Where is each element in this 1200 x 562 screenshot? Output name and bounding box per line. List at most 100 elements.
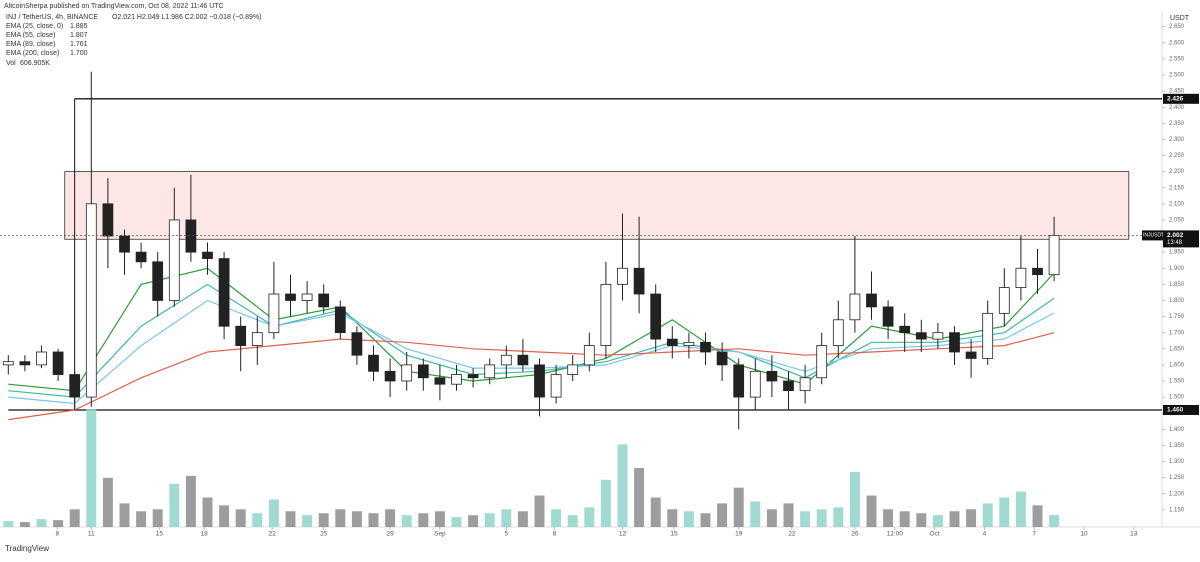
legend-value: 1.700 [70, 50, 88, 57]
volume-bar [899, 511, 910, 527]
candle-body [733, 364, 745, 398]
volume-bar [169, 483, 180, 527]
x-tick-label: 5 [504, 531, 508, 538]
y-tick-label: 1.650 [1169, 346, 1185, 352]
legend-value: 1.885 [70, 23, 88, 30]
legend-name: EMA (25, close, 0) [6, 23, 63, 30]
x-tick-label: 10 [1080, 531, 1088, 538]
y-tick-label: 2.150 [1169, 185, 1185, 191]
volume-bar [667, 509, 678, 527]
candle-body [202, 251, 213, 259]
volume-bar [335, 509, 346, 527]
volume-bar [866, 495, 877, 527]
volume-bar [999, 497, 1010, 527]
volume-bar [451, 517, 462, 527]
candle-body [417, 364, 429, 379]
x-tick-label: 26 [851, 531, 859, 538]
volume-bar [1049, 515, 1060, 527]
volume-bar [1032, 505, 1043, 527]
volume-bar [783, 503, 794, 527]
x-tick-label: 13 [1130, 531, 1138, 538]
candle-body [301, 293, 313, 301]
volume-bar [617, 444, 628, 527]
volume-bar [302, 515, 313, 527]
candle-body [268, 293, 280, 334]
symbol-label: INJUSDT [1143, 233, 1164, 239]
volume-bar [202, 497, 213, 527]
candle-body [318, 293, 330, 308]
y-tick-label: 1.200 [1169, 491, 1185, 497]
volume-bar [368, 513, 379, 527]
y-tick-label: 2.350 [1169, 121, 1185, 127]
volume-bar [849, 471, 860, 527]
volume-bar [53, 520, 64, 527]
candle-body [866, 293, 877, 308]
x-tick-label: 18 [201, 531, 209, 538]
x-tick-label: 12:00 [887, 531, 904, 538]
candle-body [899, 325, 911, 334]
y-tick-label: 2.400 [1169, 105, 1185, 111]
y-tick-label: 1.600 [1169, 362, 1185, 368]
volume-bar [434, 511, 445, 527]
volume-bar [700, 513, 711, 527]
title: INJ / TetherUS, 4h, BINANCE [6, 14, 98, 21]
candle-body [849, 293, 861, 321]
volume-bar [102, 477, 113, 527]
resistance-zone [64, 171, 1130, 240]
candle-body [683, 341, 695, 346]
vol-value: 606.905K [20, 60, 50, 67]
y-tick-label: 2.250 [1169, 153, 1185, 159]
volume-bar [484, 513, 495, 527]
footer: TradingView [5, 544, 49, 553]
volume-bar [401, 515, 412, 527]
candle-body [882, 306, 894, 327]
volume-bar [982, 503, 993, 527]
volume-bar [69, 509, 80, 527]
volume-bar [119, 503, 130, 527]
y-tick-label: 1.950 [1169, 250, 1185, 256]
candle-body [998, 287, 1010, 314]
y-tick-label: 1.300 [1169, 459, 1185, 465]
candle-body [517, 354, 529, 366]
volume-bar [185, 475, 196, 527]
volume-bar [833, 507, 844, 527]
volume-bar [517, 511, 528, 527]
candle-body [36, 351, 47, 366]
x-tick-label: 25 [320, 531, 328, 538]
volume-bar [949, 511, 960, 527]
volume-bar [268, 499, 279, 527]
x-tick-label: 11 [88, 531, 95, 538]
candle-body [484, 364, 496, 379]
legend: INJ / TetherUS, 4h, BINANCE O2.021 H2.04… [6, 14, 261, 67]
candle-body [467, 374, 479, 379]
level-label: 1.460 [1167, 407, 1184, 414]
volume-bar [750, 501, 761, 527]
candle-body [749, 370, 761, 398]
volume-bar [816, 509, 827, 527]
candle-body [69, 374, 81, 398]
candle-body [2, 361, 14, 366]
volume-bar [351, 511, 362, 527]
candle-body [384, 370, 396, 382]
candle-body [135, 251, 147, 263]
candle-body [700, 341, 711, 353]
legend-name: EMA (55, close) [6, 32, 55, 39]
x-tick-label: 7 [1032, 531, 1036, 538]
volume-bar [966, 509, 977, 527]
candle-body [368, 354, 379, 372]
legend-value: 1.807 [70, 32, 88, 39]
candle-body [949, 332, 960, 353]
volume-bar [86, 409, 97, 527]
y-tick-label: 1.500 [1169, 395, 1185, 401]
volume-bar [650, 497, 661, 527]
candle-body [583, 345, 595, 366]
y-tick-label: 1.550 [1169, 379, 1185, 385]
volume-bar [683, 511, 694, 527]
x-tick-label: 22 [269, 531, 277, 538]
level-label-bg [1163, 93, 1199, 104]
legend-value: 1.761 [70, 41, 88, 48]
candle-body [534, 364, 545, 398]
ema-line [8, 332, 1055, 421]
volume-bar [584, 507, 595, 527]
candle-body [351, 332, 363, 356]
